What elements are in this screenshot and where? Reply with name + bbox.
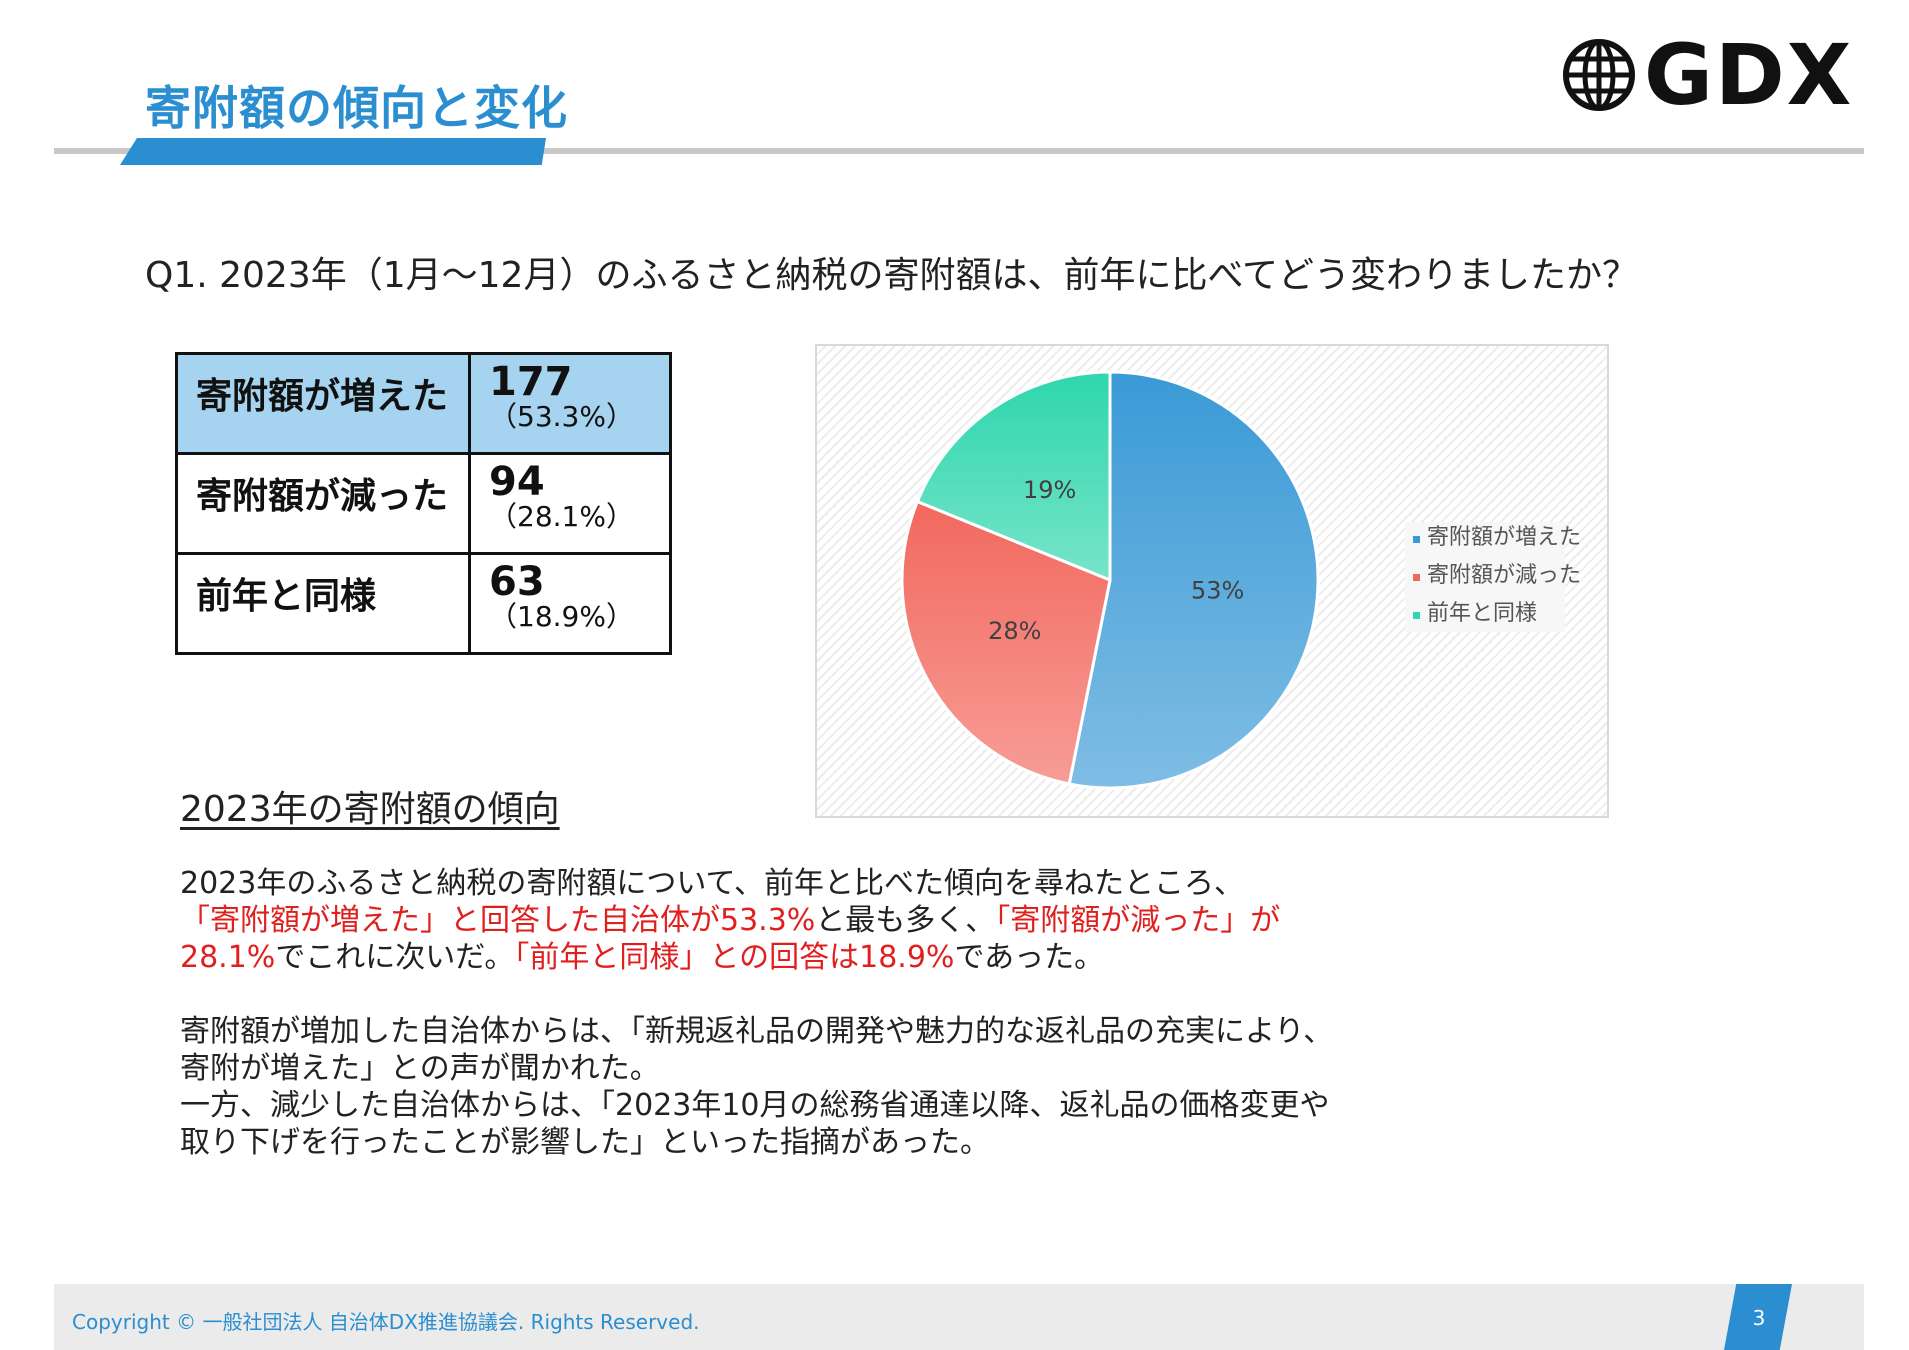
pie-data-label: 53% xyxy=(1191,577,1244,605)
table-row: 寄附額が減った 94 （28.1%） xyxy=(175,452,672,555)
highlight-text: 28.1% xyxy=(180,940,276,975)
pie-slice xyxy=(1067,370,1320,790)
footer: Copyright © 一般社団法人 自治体DX推進協議会. Rights Re… xyxy=(54,1284,1864,1350)
pie-data-label: 28% xyxy=(988,617,1041,645)
row-percent: （53.3%） xyxy=(489,400,634,433)
pie-slice xyxy=(900,499,1112,786)
title-accent-bar xyxy=(120,138,546,165)
row-value-cell: 63 （18.9%） xyxy=(468,552,672,655)
legend-swatch xyxy=(1413,574,1420,581)
highlight-text: 「寄附額が増えた」と回答した自治体が53.3% xyxy=(180,903,816,938)
analysis-line: 「寄附額が増えた」と回答した自治体が53.3%と最も多く、「寄附額が減った」が xyxy=(180,902,1280,939)
highlight-text: 「寄附額が減った」が xyxy=(995,903,1281,938)
analysis-heading: 2023年の寄附額の傾向 xyxy=(180,789,560,830)
pie-slice xyxy=(915,370,1112,583)
analysis-line: 取り下げを行ったことが影響した」といった指摘があった。 xyxy=(180,1125,990,1160)
legend-label: 寄附額が増えた xyxy=(1427,525,1581,550)
legend-label: 前年と同様 xyxy=(1427,601,1537,626)
row-label: 前年と同様 xyxy=(175,552,471,655)
row-count: 177 xyxy=(489,359,573,405)
table-row: 寄附額が増えた 177 （53.3%） xyxy=(175,352,672,455)
gdx-logo: GDX xyxy=(1562,26,1854,124)
highlight-text: 「前年と同様」との回答は18.9% xyxy=(514,940,955,975)
legend-label: 寄附額が減った xyxy=(1427,563,1581,588)
pie-chart-panel: 53% 28% 19% 寄附額が増えた 寄附額が減った 前年と同様 xyxy=(815,344,1609,818)
row-label: 寄附額が減った xyxy=(175,452,471,555)
plain-text: でこれに次いだ。 xyxy=(275,940,515,975)
legend-swatch xyxy=(1413,612,1420,619)
legend-swatch xyxy=(1413,536,1420,543)
row-percent: （28.1%） xyxy=(489,500,634,533)
row-value-cell: 177 （53.3%） xyxy=(468,352,672,455)
analysis-line: 28.1%でこれに次いだ。「前年と同様」との回答は18.9%であった。 xyxy=(180,939,1104,976)
analysis-line: 寄附が増えた」との声が聞かれた。 xyxy=(180,1051,660,1086)
row-count: 63 xyxy=(489,559,545,605)
logo-text: GDX xyxy=(1644,26,1854,124)
table-row: 前年と同様 63 （18.9%） xyxy=(175,552,672,655)
plain-text: であった。 xyxy=(954,940,1105,975)
copyright-text: Copyright © 一般社団法人 自治体DX推進協議会. Rights Re… xyxy=(72,1310,700,1334)
summary-table: 寄附額が増えた 177 （53.3%） 寄附額が減った 94 （28.1%） 前… xyxy=(175,352,672,655)
analysis-line: 2023年のふるさと納税の寄附額について、前年と比べた傾向を尋ねたところ、 xyxy=(180,866,1244,901)
page-number: 3 xyxy=(1752,1306,1766,1330)
page-title: 寄附額の傾向と変化 xyxy=(145,81,568,135)
survey-question: Q1. 2023年（1月～12月）のふるさと納税の寄附額は、前年に比べてどう変わ… xyxy=(145,255,1639,296)
page-number-tab xyxy=(1724,1284,1792,1350)
analysis-line: 寄附額が増加した自治体からは、「新規返礼品の開発や魅力的な返礼品の充実により、 xyxy=(180,1014,1334,1049)
row-label: 寄附額が増えた xyxy=(175,352,471,455)
row-count: 94 xyxy=(489,459,545,505)
globe-icon xyxy=(1563,39,1635,111)
title-underline xyxy=(54,148,1864,154)
legend-background xyxy=(1405,522,1565,632)
analysis-line: 一方、減少した自治体からは、「2023年10月の総務省通達以降、返礼品の価格変更… xyxy=(180,1088,1330,1123)
pie-data-label: 19% xyxy=(1023,476,1076,504)
plain-text: と最も多く、 xyxy=(815,903,996,938)
row-value-cell: 94 （28.1%） xyxy=(468,452,672,555)
row-percent: （18.9%） xyxy=(489,600,634,633)
